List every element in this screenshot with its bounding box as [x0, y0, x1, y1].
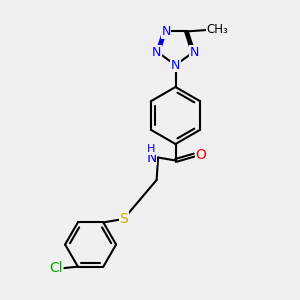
Text: N: N [171, 58, 180, 72]
Text: O: O [195, 148, 206, 162]
Text: N: N [190, 46, 200, 59]
Text: N: N [146, 151, 157, 164]
Text: H: H [147, 144, 156, 154]
Text: Cl: Cl [49, 261, 63, 275]
Text: N: N [152, 46, 161, 59]
Text: CH₃: CH₃ [206, 23, 228, 37]
Text: S: S [119, 212, 128, 226]
Text: N: N [161, 25, 171, 38]
